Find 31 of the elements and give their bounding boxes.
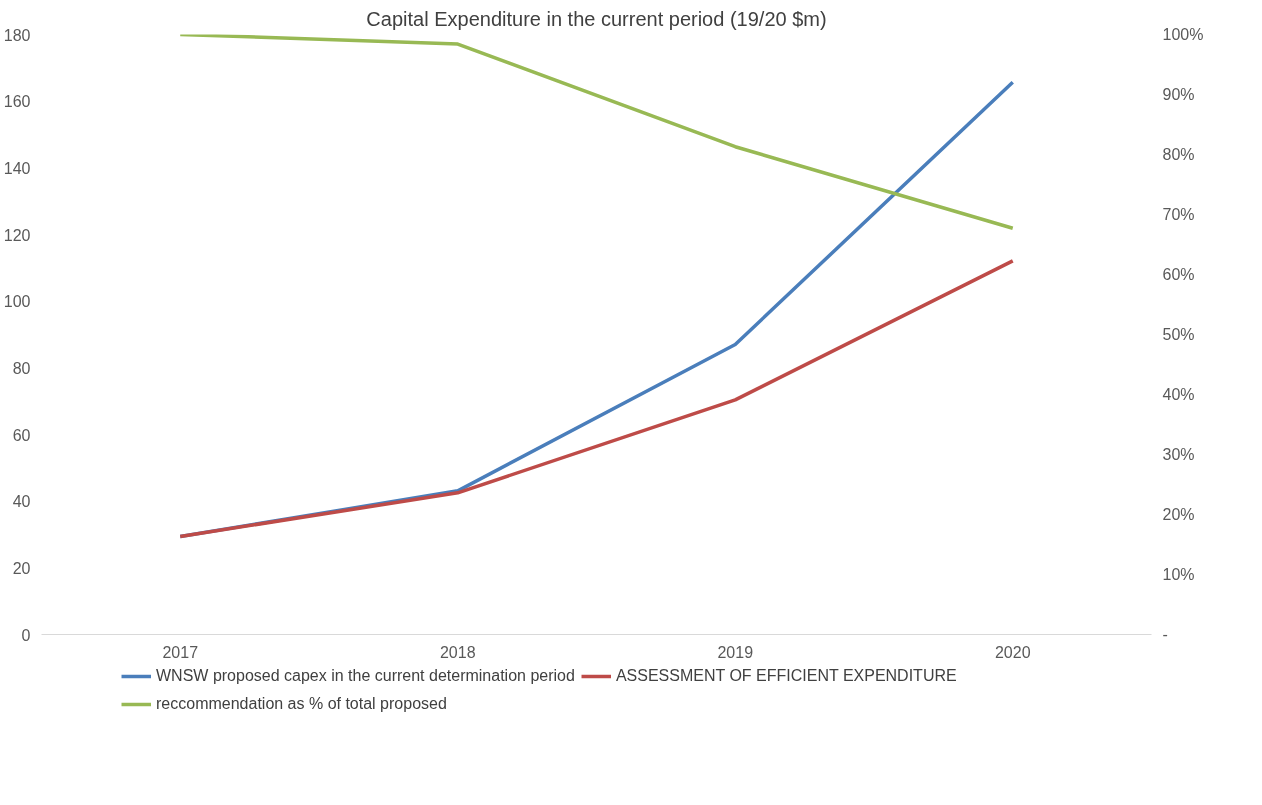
y2-tick-label: - <box>1162 626 1168 643</box>
y-tick-label: 140 <box>3 159 31 177</box>
y2-tick-label: 30% <box>1162 446 1195 463</box>
line-series <box>178 34 1015 231</box>
y2-tick-label: 50% <box>1162 326 1195 343</box>
y-tick-label: 20 <box>12 559 31 577</box>
legend-label: reccommendation as % of total proposed <box>156 695 447 713</box>
y-tick-label: 160 <box>3 93 31 111</box>
y2-tick-label: 90% <box>1162 86 1195 103</box>
y-tick-label: 80 <box>12 359 31 377</box>
y-tick-label: 60 <box>12 426 31 444</box>
legend-label: ASSESSMENT OF EFFICIENT EXPENDITURE <box>615 667 957 685</box>
chart-title: Capital Expenditure in the current period (19/20 $m) <box>366 7 827 30</box>
y2-tick-label: 70% <box>1162 206 1195 223</box>
y-tick-label: 0 <box>21 626 31 644</box>
y2-tick-label: 40% <box>1162 386 1195 403</box>
x-tick-label: 2020 <box>994 643 1031 661</box>
y2-tick-label: 60% <box>1162 266 1195 283</box>
y2-tick-label: 100% <box>1162 26 1204 43</box>
y-tick-label: 180 <box>3 26 31 44</box>
y2-tick-label: 10% <box>1162 566 1195 583</box>
y2-tick-label: 80% <box>1162 146 1195 163</box>
x-tick-label: 2017 <box>162 643 199 661</box>
y-tick-label: 40 <box>12 493 31 511</box>
y-tick-label: 100 <box>3 293 31 311</box>
line-series <box>178 259 1015 539</box>
y-tick-label: 120 <box>3 226 31 244</box>
legend-label: WNSW proposed capex in the current determination period <box>156 667 575 685</box>
y2-tick-label: 20% <box>1162 506 1195 523</box>
x-tick-label: 2018 <box>439 643 476 661</box>
x-tick-label: 2019 <box>717 643 754 661</box>
